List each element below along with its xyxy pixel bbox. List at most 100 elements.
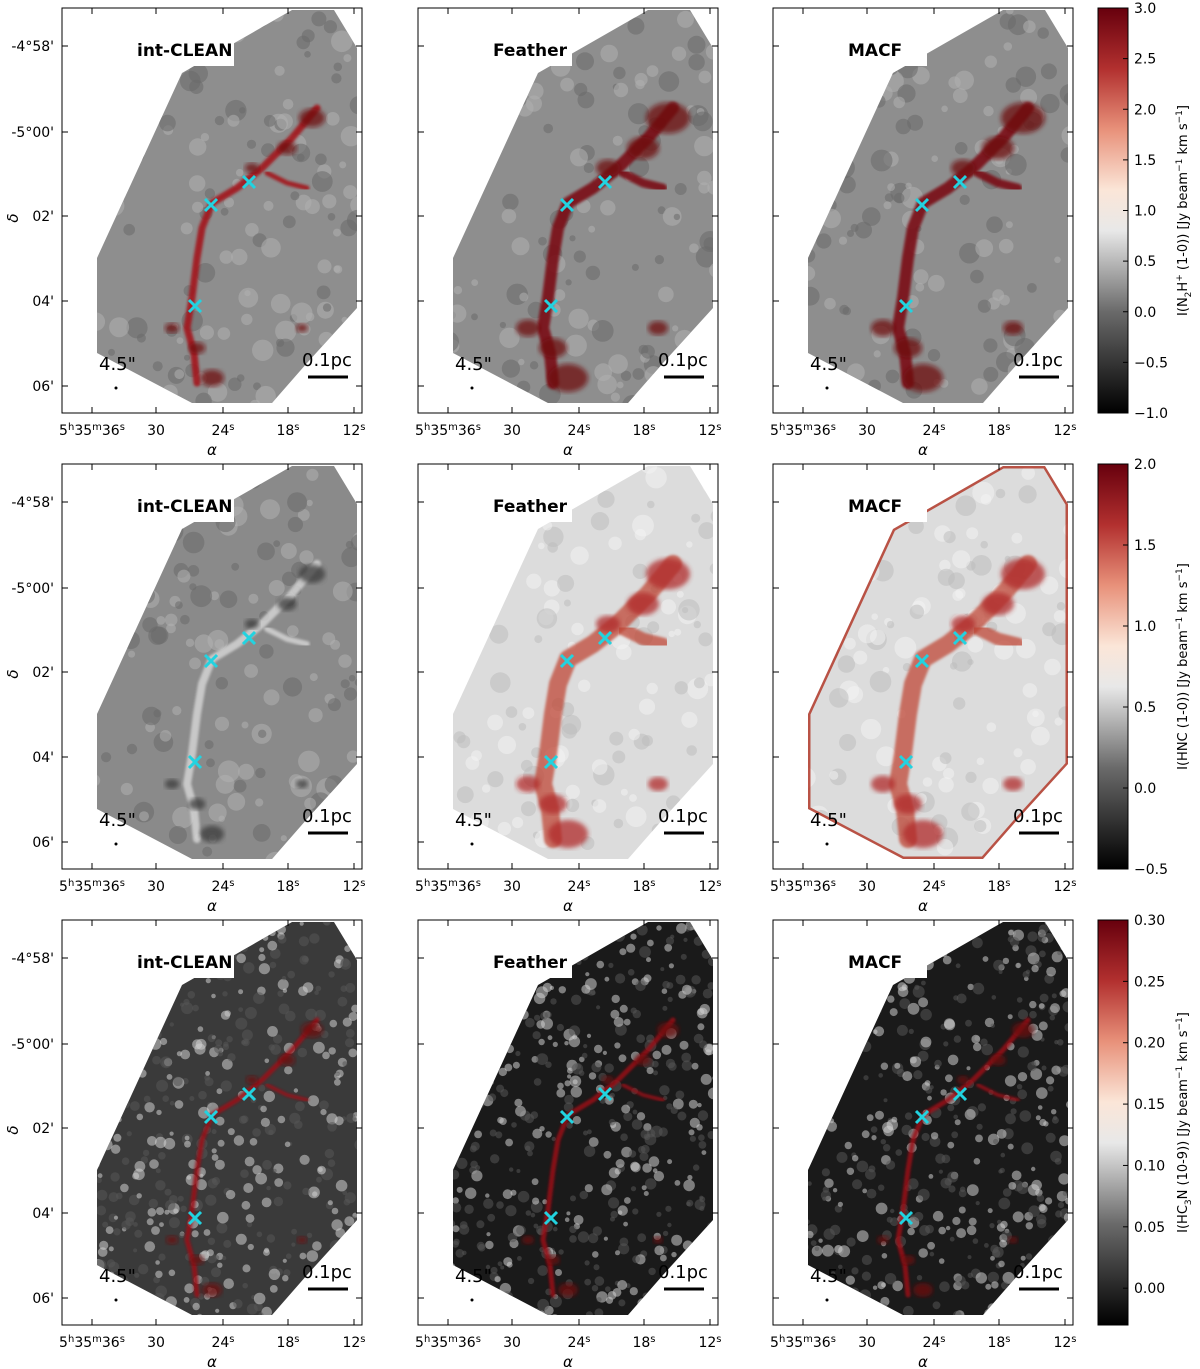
noise-speck (211, 993, 216, 999)
noise-speck (268, 929, 276, 937)
noise-speck (952, 1310, 962, 1315)
noise-speck (509, 1167, 514, 1172)
noise-speck (601, 1184, 613, 1196)
noise-speck (101, 752, 112, 763)
noise-speck (275, 320, 297, 342)
noise-speck (495, 1131, 503, 1139)
noise-speck (504, 1063, 513, 1072)
scalebar-label: 0.1pc (302, 350, 352, 371)
noise-speck (826, 1103, 833, 1110)
x-tick-label: 12s (342, 1334, 365, 1351)
noise-speck (670, 934, 675, 939)
noise-speck (681, 1052, 692, 1063)
noise-speck (698, 1141, 707, 1149)
noise-speck (623, 1112, 633, 1122)
noise-speck (876, 746, 897, 767)
noise-speck (268, 1129, 274, 1136)
emission-clump (596, 615, 620, 633)
noise-speck (130, 148, 145, 162)
noise-speck (536, 1053, 549, 1065)
noise-speck (838, 1264, 843, 1270)
noise-speck (159, 730, 172, 742)
noise-speck (235, 168, 244, 177)
noise-speck (808, 396, 822, 403)
noise-speck (693, 922, 705, 933)
noise-speck (109, 317, 130, 338)
noise-speck (126, 743, 138, 755)
noise-speck (524, 987, 529, 993)
noise-speck (810, 1240, 817, 1246)
noise-speck (192, 1004, 199, 1012)
noise-speck (258, 963, 270, 975)
noise-speck (846, 1167, 855, 1176)
noise-speck (842, 306, 851, 316)
noise-speck (571, 622, 584, 636)
noise-speck (884, 1273, 897, 1285)
noise-speck (808, 594, 821, 608)
noise-speck (496, 1033, 505, 1042)
noise-speck (697, 1102, 702, 1108)
noise-speck (684, 1317, 689, 1322)
colorbar-tick-label: −1.0 (1134, 406, 1168, 422)
noise-speck (863, 928, 868, 934)
noise-speck (115, 1192, 123, 1200)
noise-speck (1052, 1115, 1058, 1121)
source-marker-x (241, 630, 257, 646)
x-tick-label: 12s (1053, 422, 1076, 439)
noise-speck (327, 1159, 336, 1167)
noise-speck (267, 1026, 278, 1037)
emission-clump (296, 323, 308, 333)
noise-speck (989, 1223, 995, 1229)
noise-speck (272, 1034, 283, 1044)
noise-speck (1019, 1110, 1032, 1122)
noise-speck (833, 156, 855, 179)
noise-speck (331, 73, 342, 84)
x-tick-label: 18s (276, 1334, 299, 1351)
noise-speck (953, 995, 959, 1001)
beam-dot (825, 1298, 829, 1302)
noise-speck (572, 959, 578, 964)
noise-speck (207, 1237, 216, 1246)
noise-speck (453, 147, 456, 163)
noise-speck (987, 1303, 998, 1313)
noise-speck (821, 208, 841, 229)
noise-speck (461, 135, 468, 143)
scalebar-label: 0.1pc (1013, 806, 1063, 827)
noise-speck (513, 533, 521, 541)
noise-speck (255, 798, 264, 807)
noise-speck (991, 1249, 1001, 1258)
noise-speck (471, 313, 478, 321)
noise-speck (570, 546, 589, 565)
source-marker-x (559, 653, 575, 669)
noise-speck (1047, 923, 1058, 933)
noise-speck (623, 1018, 631, 1026)
noise-speck (574, 82, 588, 97)
noise-speck (107, 1027, 118, 1039)
noise-speck (217, 1050, 224, 1057)
filament-spine (183, 104, 321, 387)
noise-speck (569, 1225, 577, 1234)
noise-speck (105, 1226, 114, 1234)
noise-speck (658, 286, 674, 303)
noise-speck (147, 1136, 157, 1146)
noise-speck (975, 1201, 980, 1206)
noise-speck (496, 1084, 505, 1093)
noise-speck (211, 1129, 217, 1135)
noise-speck (604, 976, 610, 982)
noise-speck (987, 1208, 993, 1214)
noise-speck (189, 175, 206, 192)
noise-speck (338, 1248, 345, 1256)
noise-speck (517, 922, 529, 929)
noise-speck (602, 922, 610, 928)
noise-speck (663, 1302, 669, 1309)
noise-speck (329, 1309, 337, 1315)
noise-speck (220, 1080, 232, 1092)
noise-speck (628, 103, 650, 125)
noise-speck (629, 1287, 638, 1296)
noise-speck (97, 963, 100, 971)
noise-speck (470, 1160, 478, 1169)
noise-speck (889, 1008, 898, 1017)
noise-speck (1010, 1108, 1017, 1115)
noise-speck (529, 932, 536, 940)
noise-speck (808, 1112, 820, 1123)
